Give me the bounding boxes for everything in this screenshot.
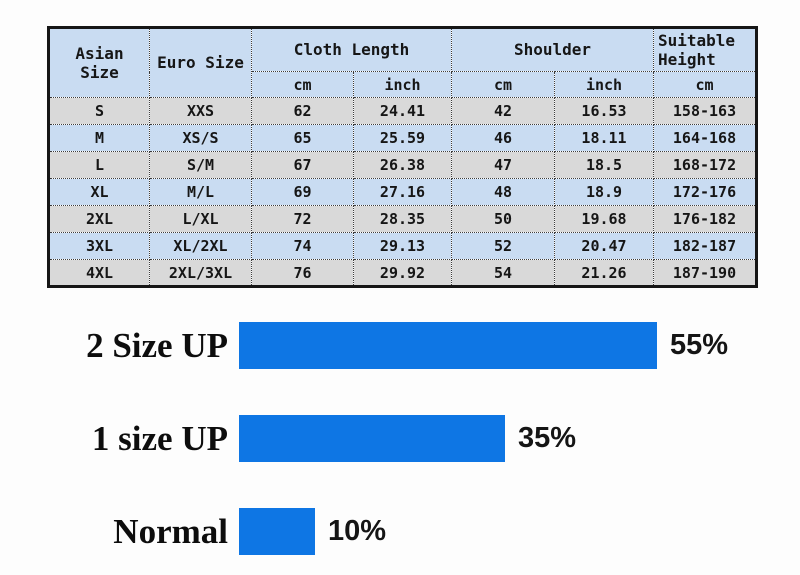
table-cell: XL [48,178,150,206]
table-cell: 50 [451,205,555,233]
table-cell: 19.68 [554,205,654,233]
table-cell: 176-182 [653,205,757,233]
table-cell: XL/2XL [149,232,252,260]
table-cell: 24.41 [353,97,452,125]
table-row: XL M/L 69 27.16 48 18.9 172-176 [48,178,757,206]
table-cell: 20.47 [554,232,654,260]
bar-value-normal: 10% [328,515,387,547]
table-cell: 2XL [48,205,150,233]
bar-value-2-size-up: 55% [670,329,729,361]
table-cell: 48 [451,178,555,206]
subheader-shoulder-cm: cm [451,71,555,98]
table-body: S XXS 62 24.41 42 16.53 158-163 M XS/S 6… [48,97,757,287]
bar-1-size-up [239,415,505,462]
table-cell: 72 [251,205,354,233]
table-cell: 3XL [48,232,150,260]
table-cell: 2XL/3XL [149,259,252,287]
subheader-shoulder-inch: inch [554,71,654,98]
table-cell: 65 [251,124,354,152]
bar-row-normal: Normal 10% [0,508,386,555]
bar-label-2-size-up: 2 Size UP [86,325,228,365]
table-cell: 69 [251,178,354,206]
table-cell: 4XL [48,259,150,287]
table-cell: 62 [251,97,354,125]
bar-row-1-size-up: 1 size UP 35% [0,415,576,462]
table-row: M XS/S 65 25.59 46 18.11 164-168 [48,124,757,152]
table-row: 4XL 2XL/3XL 76 29.92 54 21.26 187-190 [48,259,757,287]
header-asian-size: Asian Size [48,27,150,98]
table-cell: 27.16 [353,178,452,206]
table-cell: 18.11 [554,124,654,152]
size-chart-table: Asian Size Euro Size Cloth Length Should… [47,26,758,288]
bar-row-2-size-up: 2 Size UP 55% [0,322,728,369]
bar-value-1-size-up: 35% [518,422,577,454]
table-cell: 67 [251,151,354,179]
subheader-cloth-inch: inch [353,71,452,98]
table-cell: 21.26 [554,259,654,287]
table-cell: 25.59 [353,124,452,152]
table-cell: 16.53 [554,97,654,125]
table-cell: 28.35 [353,205,452,233]
table-cell: 54 [451,259,555,287]
header-cloth-length: Cloth Length [251,27,452,72]
table-cell: 18.9 [554,178,654,206]
table-cell: 172-176 [653,178,757,206]
table-row: S XXS 62 24.41 42 16.53 158-163 [48,97,757,125]
table-row: L S/M 67 26.38 47 18.5 168-172 [48,151,757,179]
table-cell: 42 [451,97,555,125]
table-cell: L/XL [149,205,252,233]
bar-2-size-up [239,322,657,369]
table-cell: 74 [251,232,354,260]
table-cell: M [48,124,150,152]
subheader-cloth-cm: cm [251,71,354,98]
table-cell: 29.13 [353,232,452,260]
subheader-height-cm: cm [653,71,757,98]
table-cell: 164-168 [653,124,757,152]
table-cell: 46 [451,124,555,152]
table-row: 2XL L/XL 72 28.35 50 19.68 176-182 [48,205,757,233]
table-cell: M/L [149,178,252,206]
table-cell: 187-190 [653,259,757,287]
bar-label-normal: Normal [113,511,228,551]
table-cell: S [48,97,150,125]
bar-label-1-size-up: 1 size UP [91,418,228,458]
header-shoulder: Shoulder [451,27,654,72]
table-cell: 52 [451,232,555,260]
table-row: 3XL XL/2XL 74 29.13 52 20.47 182-187 [48,232,757,260]
table-cell: 47 [451,151,555,179]
table-cell: 168-172 [653,151,757,179]
table-cell: 182-187 [653,232,757,260]
table-cell: S/M [149,151,252,179]
table-cell: L [48,151,150,179]
table-cell: 76 [251,259,354,287]
header-suitable-height: Suitable Height [653,27,757,72]
bar-normal [239,508,315,555]
table-cell: 26.38 [353,151,452,179]
table-header: Asian Size Euro Size Cloth Length Should… [48,27,757,98]
table-cell: 18.5 [554,151,654,179]
table-cell: 29.92 [353,259,452,287]
header-euro-size: Euro Size [149,27,252,98]
table-cell: 158-163 [653,97,757,125]
table-cell: XS/S [149,124,252,152]
table-cell: XXS [149,97,252,125]
